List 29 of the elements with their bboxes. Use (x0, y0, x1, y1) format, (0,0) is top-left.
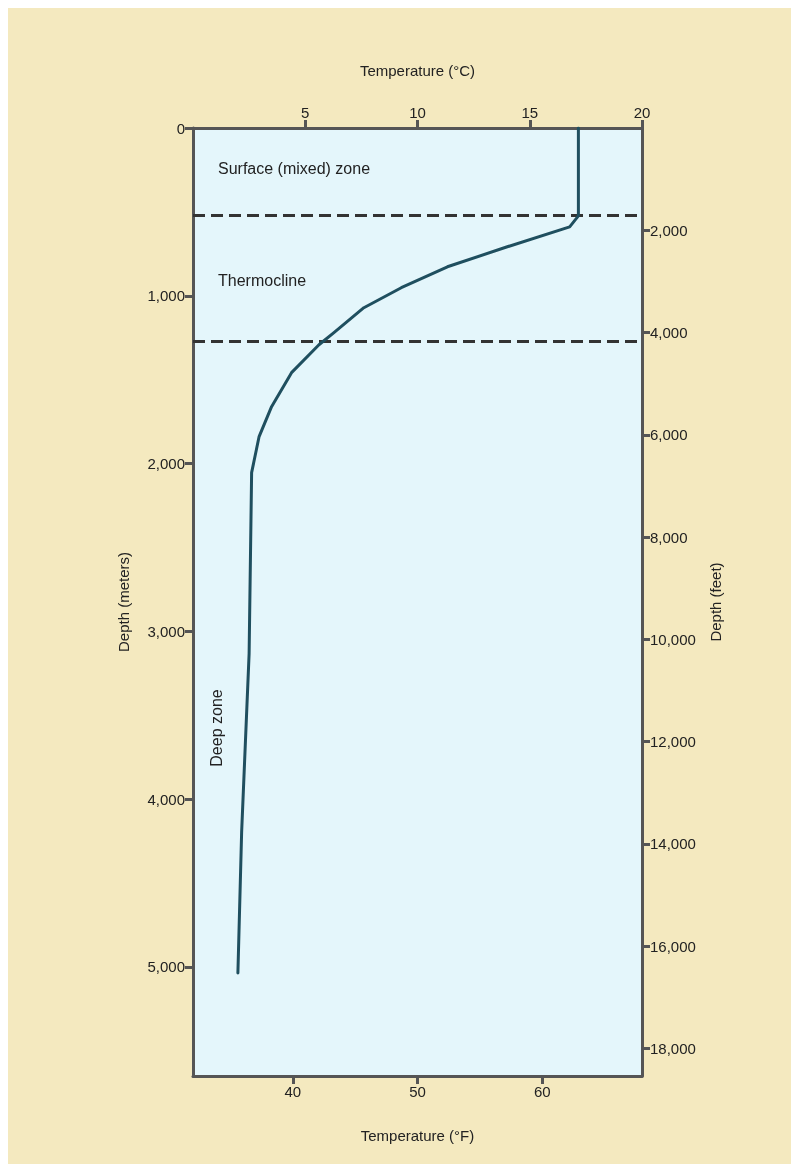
x2-tick-label: 5 (301, 104, 310, 121)
y2-tick-label: 18,000 (650, 1039, 696, 1057)
x-axis-title: Temperature (°F) (360, 1127, 475, 1144)
annotation: Surface (mixed) zone (218, 159, 371, 177)
y2-tick-label: 10,000 (650, 630, 696, 648)
y-tick-label: 2,000 (147, 455, 185, 473)
x2-tick-label: 20 (633, 104, 651, 121)
y2-tick-label: 16,000 (650, 937, 696, 955)
x2-axis-title: Temperature (°C) (359, 62, 476, 79)
x2-tick-label: 10 (409, 104, 426, 121)
y2-tick-label: 8,000 (650, 528, 688, 546)
x-tick-label: 50 (409, 1083, 426, 1100)
y2-axis-title: Depth (feet) (707, 562, 724, 642)
annotation: Thermocline (218, 271, 307, 289)
y-tick-label: 0 (176, 119, 185, 137)
y-tick-label: 4,000 (147, 790, 185, 808)
y-tick-label: 5,000 (147, 958, 185, 976)
y-tick-label: 3,000 (147, 622, 185, 640)
x-tick-label: 40 (284, 1083, 302, 1100)
y2-tick-label: 14,000 (650, 835, 696, 853)
y2-tick-label: 6,000 (650, 426, 688, 444)
y-tick-label: 1,000 (147, 287, 185, 305)
y2-tick-label: 12,000 (650, 733, 696, 751)
y-axis-title: Depth (meters) (115, 551, 132, 653)
annotation: Deep zone (207, 689, 225, 767)
x-tick-label: 60 (533, 1083, 551, 1100)
y2-tick-label: 4,000 (650, 324, 688, 342)
x2-tick-label: 15 (521, 104, 539, 121)
y2-tick-label: 2,000 (650, 221, 688, 239)
